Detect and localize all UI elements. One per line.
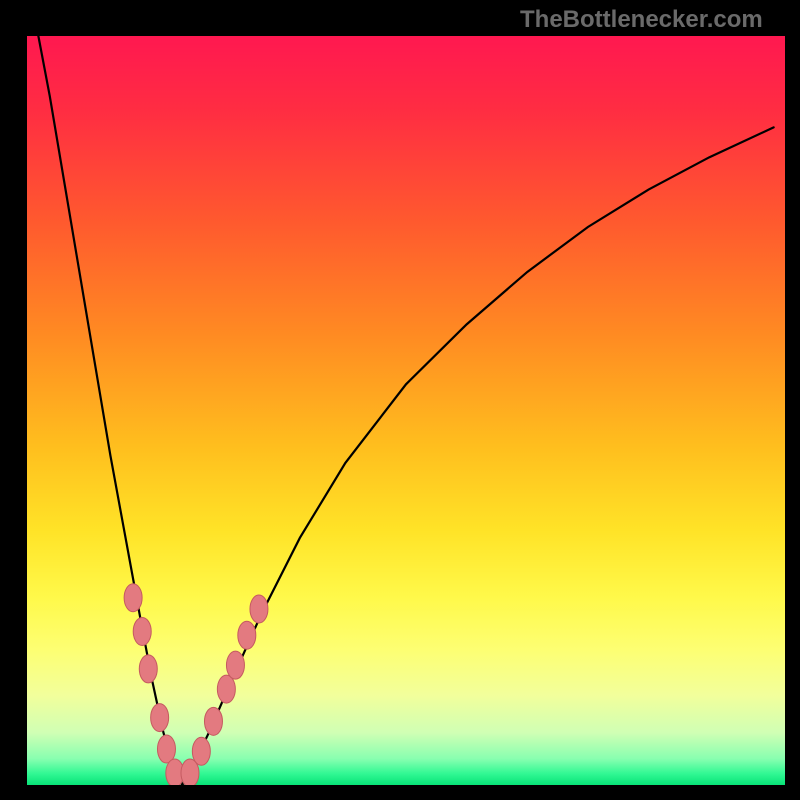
data-marker (151, 704, 169, 732)
data-marker (217, 675, 235, 703)
data-marker (226, 651, 244, 679)
data-marker (192, 737, 210, 765)
data-marker (250, 595, 268, 623)
data-marker (124, 584, 142, 612)
plot-area (27, 36, 785, 785)
chart-svg (27, 36, 785, 785)
watermark-text: TheBottlenecker.com (520, 6, 763, 34)
data-marker (204, 707, 222, 735)
data-marker (139, 655, 157, 683)
data-marker (133, 617, 151, 645)
data-marker (238, 621, 256, 649)
